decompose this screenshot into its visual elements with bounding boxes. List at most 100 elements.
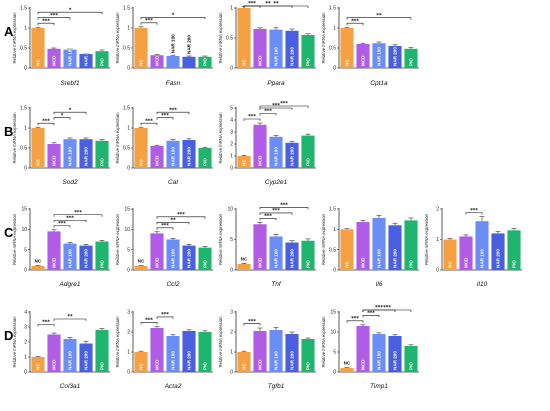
chart-panel-timp1: Relative mRNA expression 0 5 10 15 NC MCD NAR 1… <box>321 305 419 390</box>
y-tick-label: 1.5 <box>20 106 27 112</box>
y-tick-label: 2 <box>127 330 130 336</box>
category-label: NAR 200 <box>290 351 295 370</box>
gene-name-label: Fasn <box>166 80 181 87</box>
chart-panel-acta2: Relative mRNA expression 0 1 2 3 NC MCD NAR 100… <box>115 310 213 390</box>
y-tick-label: 5 <box>127 247 130 253</box>
significance-bracket <box>37 22 55 26</box>
category-label: NAR 200 <box>84 249 89 268</box>
y-tick-label: 0 <box>436 268 439 274</box>
category-label: PIO <box>306 158 311 166</box>
y-axis-label: Relative mRNA expression <box>115 112 120 164</box>
bar-nar-200 <box>388 225 402 270</box>
significance-label: *** <box>248 114 256 120</box>
category-label: PIO <box>409 362 414 370</box>
y-tick-label: 15 <box>330 310 336 316</box>
significance-label: *** <box>42 118 50 124</box>
bar-nc <box>340 368 354 372</box>
category-label: MCD <box>258 257 263 268</box>
significance-bracket <box>243 118 261 121</box>
category-label: PIO <box>409 58 414 66</box>
y-axis-label: Relative mRNA expression <box>115 316 120 368</box>
category-label: MCD <box>52 359 57 370</box>
y-axis-label: Relative mRNA expression <box>321 213 326 265</box>
category-label: NAR 200 <box>393 351 398 370</box>
bar-nar-200 <box>79 139 93 168</box>
bar-pio <box>95 140 109 168</box>
y-tick-label: 0 <box>230 66 233 72</box>
significance-label: *** <box>272 208 280 214</box>
significance-label: *** <box>42 18 50 24</box>
significance-bracket <box>53 318 87 321</box>
bar-pio <box>198 148 212 168</box>
category-label: NC <box>242 59 247 66</box>
significance-label: *** <box>161 113 169 119</box>
bar-mcd <box>253 331 267 372</box>
significance-bracket <box>53 117 71 120</box>
chart-panel-cyp2e1: Relative mRNA expression 0 1 2 3 4 5 NC MCD NAR 1… <box>218 101 316 186</box>
category-label: MCD <box>52 155 57 166</box>
category-label: NAR 200 <box>187 147 192 166</box>
bar-pio <box>95 330 109 372</box>
significance-bracket <box>346 22 364 26</box>
y-tick-label: 5 <box>230 237 233 243</box>
y-tick-label: 10 <box>227 207 233 213</box>
y-tick-label: 0.5 <box>329 46 336 52</box>
bar-nar-100 <box>63 139 77 168</box>
bar-mcd <box>356 44 370 68</box>
bar-mcd <box>150 55 164 68</box>
bar-nc <box>31 265 45 270</box>
significance-label: ** <box>67 314 73 320</box>
chart-panel-ccl2: Relative mRNA expression 0 5 10 15 NC MCD NAR 1… <box>115 207 213 288</box>
y-axis-label: Relative mRNA expression <box>218 112 223 164</box>
gene-name-label: Adgre1 <box>59 281 81 288</box>
category-label: NAR 200 <box>290 249 295 268</box>
significance-label: *** <box>367 311 375 317</box>
category-label: PIO <box>100 260 105 268</box>
bar-nar-100 <box>166 140 180 168</box>
y-tick-label: 5 <box>24 247 27 253</box>
category-label: NC <box>139 59 144 66</box>
y-tick-label: 0.5 <box>226 36 233 42</box>
y-tick-label: 3 <box>127 310 130 316</box>
chart-panel-fasn: Relative mRNA expression 0 0.5 1 1.5 NC MCD NAR… <box>115 6 213 87</box>
y-tick-label: 5 <box>333 350 336 356</box>
significance-bracket <box>156 227 174 230</box>
significance-label: *** <box>145 18 153 24</box>
bar-nar-200 <box>491 233 505 270</box>
bar-mcd <box>150 328 164 372</box>
significance-bracket <box>53 219 87 223</box>
y-axis-label: Relative mRNA expression <box>12 213 17 265</box>
significance-label: ** <box>376 13 382 19</box>
significance-label: *** <box>66 215 74 221</box>
significance-label: *** <box>383 305 391 311</box>
bar-nc <box>31 128 45 168</box>
y-tick-label: 0 <box>127 268 130 274</box>
gene-name-label: Ccl2 <box>166 281 179 288</box>
category-label: MCD <box>258 359 263 370</box>
y-tick-label: 1.5 <box>123 6 130 12</box>
bar-nar-200 <box>182 140 196 168</box>
significance-bracket <box>259 218 277 221</box>
category-label: PIO <box>306 362 311 370</box>
significance-label: *** <box>177 212 185 218</box>
y-axis-label: Relative mRNA expression <box>12 316 17 368</box>
bar-mcd <box>459 236 473 270</box>
category-label: NAR 100 <box>274 47 279 66</box>
category-label: PIO <box>100 362 105 370</box>
bar-nc <box>134 265 148 270</box>
significance-label: * <box>69 107 72 113</box>
bar-nar-200 <box>285 142 299 168</box>
significance-bracket <box>243 323 261 326</box>
gene-name-label: Acta2 <box>164 383 182 390</box>
y-tick-label: 1.5 <box>329 207 336 213</box>
bar-nar-200 <box>182 331 196 372</box>
significance-label: *** <box>74 210 82 216</box>
y-tick-label: 1 <box>333 227 336 233</box>
category-label: NAR 200 <box>187 249 192 268</box>
category-label: NAR 100 <box>68 249 73 268</box>
bar-nar-100 <box>269 330 283 372</box>
bar-nc <box>31 28 45 68</box>
